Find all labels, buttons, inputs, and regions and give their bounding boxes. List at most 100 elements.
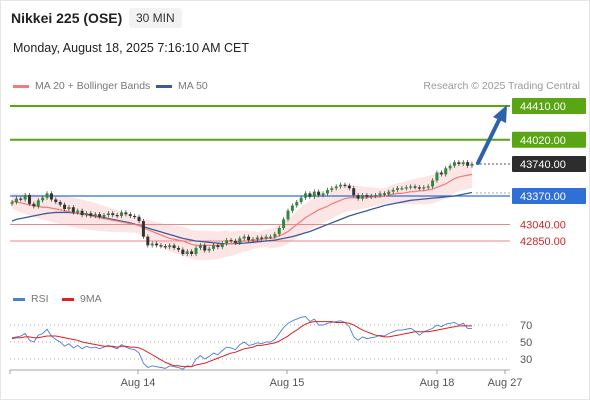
candle-body [387,191,391,195]
candle-body [299,197,303,203]
candle-body [67,207,71,209]
candle-body [172,245,176,248]
candle-body [317,191,321,196]
legend-ma50: MA 50 [156,80,208,92]
x-axis-label: Aug 27 [488,377,523,389]
candle-body [435,172,439,181]
level-label-target: 44410.00 [520,101,566,113]
candle-body [71,207,75,213]
candle-body [461,162,465,164]
credit-text: Research © 2025 Trading Central [423,80,580,92]
instrument-title: Nikkei 225 (OSE) [11,10,123,26]
candle-body [413,186,417,188]
rsi-tick-label: 30 [520,354,532,366]
candle-body [360,195,364,199]
candle-body [14,198,18,203]
candle-body [457,162,461,164]
rsi-tick-label: 70 [520,320,532,332]
candle-body [190,251,194,254]
timeframe-badge[interactable]: 30 MIN [129,8,182,28]
legend-rsi-ma-label: 9MA [80,293,102,305]
candle-body [374,195,378,197]
candle-body [404,187,408,189]
candle-body [382,193,386,195]
candle-body [238,238,242,243]
candle-body [102,215,106,217]
timestamp: Monday, August 18, 2025 7:16:10 AM CET [13,41,250,55]
candle-body [343,184,347,186]
candle-body [58,202,62,205]
candle-body [32,203,36,207]
legend-ma20-swatch [13,84,29,88]
candle-body [260,237,264,239]
level-label-support: 43040.00 [520,220,566,232]
candle-body [36,200,40,207]
candle-body [146,236,150,246]
candle-body [49,193,53,200]
level-label-bg-target [512,131,586,148]
candle-body [212,245,216,249]
level-label-bg-last [512,155,586,172]
candle-body [312,191,316,197]
candle-body [141,221,145,237]
projection-arrow-shaft [476,116,502,165]
candle-body [247,236,251,241]
candle-body [163,246,167,248]
level-label-support: 42850.00 [520,236,566,248]
candle-body [63,204,67,209]
candle-body [330,188,334,190]
candle-body [365,195,369,197]
candle-body [347,185,351,189]
candle-body [242,236,246,239]
projection-arrow-head [493,105,507,123]
candle-body [400,188,404,190]
candle-body [216,245,220,248]
legend-ma20: MA 20 + Bollinger Bands [13,80,150,92]
candle-body [203,245,207,251]
level-label-pivot: 43370.00 [520,191,566,203]
candle-body [84,213,88,216]
candle-body [133,215,137,218]
candle-body [356,195,360,199]
legend-rsi-ma-swatch [62,297,74,301]
legend-rsi: RSI [13,293,49,305]
candle-body [396,188,400,190]
candle-body [80,210,84,216]
candle-body [207,248,211,251]
candle-body [159,245,163,247]
candle-body [28,195,32,204]
candle-body [23,195,27,200]
candle-body [233,241,237,243]
candle-body [426,186,430,188]
candle-body [439,172,443,175]
candle-body [369,196,373,198]
candle-body [185,251,189,254]
candle-body [150,243,154,246]
candle-body [76,210,80,213]
candle-body [106,213,110,216]
candle-body [225,240,229,244]
candle-body [54,199,58,203]
candle-body [155,243,159,246]
candle-body [282,219,286,229]
candle-body [264,236,268,239]
candle-body [19,198,23,200]
candle-body [45,193,49,198]
legend-rsi-swatch [13,297,25,301]
x-axis-label: Aug 15 [270,377,305,389]
candle-body [422,187,426,189]
candle-body [444,168,448,175]
candle-body [431,180,435,187]
candle-body [295,202,299,206]
candle-body [181,249,185,254]
level-label-last: 43740.00 [520,159,566,171]
legend-rsi-label: RSI [31,293,49,305]
candle-body [111,213,115,216]
candle-body [89,213,93,216]
candle-body [339,184,343,187]
candle-body [41,197,45,201]
rsi-ma-line [11,321,472,368]
candle-body [115,215,119,217]
legend-rsi-ma: 9MA [62,293,102,305]
